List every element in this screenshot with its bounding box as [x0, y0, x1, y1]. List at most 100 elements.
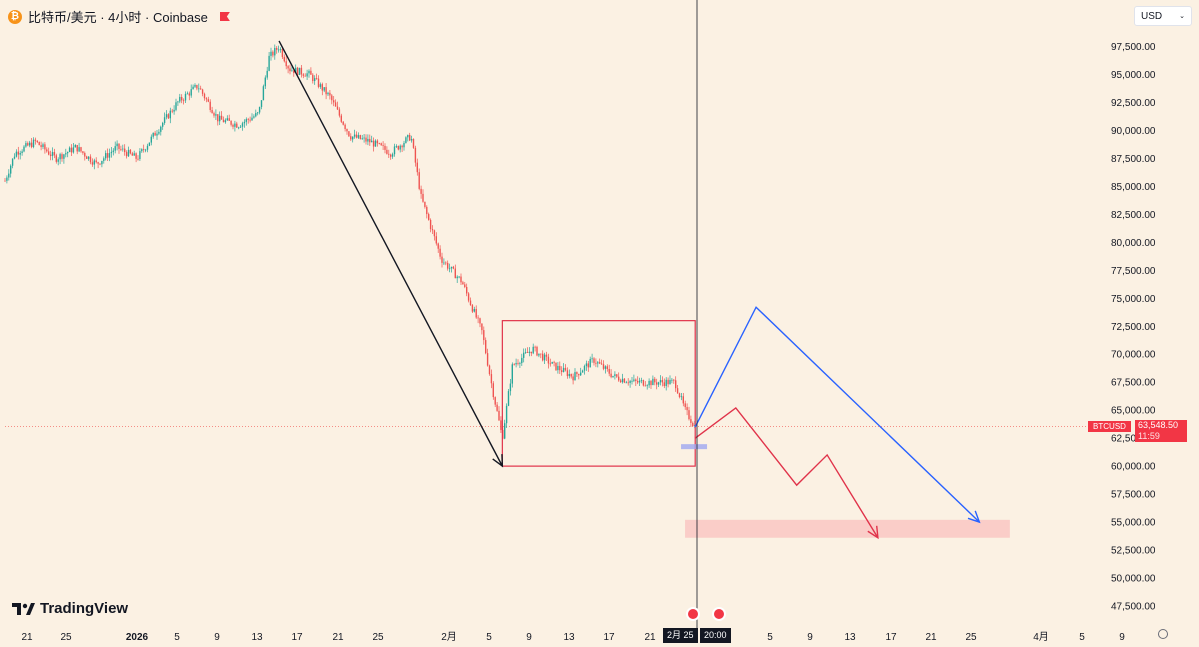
candle-body: [319, 84, 322, 87]
candle-body: [264, 77, 266, 87]
time-tick-label: 21: [332, 632, 344, 643]
time-tick-label: 5: [174, 632, 180, 643]
candle-body: [631, 380, 633, 382]
candle-body: [382, 145, 384, 147]
candle-body: [646, 385, 648, 387]
candle-body: [399, 145, 401, 150]
candle-body: [612, 375, 614, 378]
candle-body: [302, 74, 304, 76]
candle-body: [642, 380, 645, 386]
candle-body: [190, 89, 192, 96]
candle-body: [519, 363, 521, 364]
candle-body: [163, 117, 166, 123]
candle-body: [600, 363, 603, 365]
candle-body: [327, 92, 329, 95]
currency-value: USD: [1141, 10, 1163, 22]
candle-body: [55, 155, 57, 162]
candle-body: [405, 137, 407, 143]
candle-body: [173, 109, 175, 112]
candle-body: [638, 380, 641, 383]
candle-body: [479, 318, 481, 324]
candle-body: [194, 84, 196, 87]
candle-body: [433, 230, 436, 237]
brand-name: TradingView: [40, 600, 129, 617]
candle-body: [684, 403, 686, 408]
candle-body: [131, 153, 133, 156]
candle-body: [543, 354, 546, 361]
us-event-icon[interactable]: [712, 607, 726, 621]
candle-body: [260, 100, 263, 107]
candle-body: [637, 381, 639, 383]
candle-body: [587, 363, 589, 368]
candle-body: [530, 351, 532, 354]
candle-body: [410, 139, 413, 141]
candle-body: [97, 162, 99, 164]
candle-body: [141, 149, 143, 152]
candle-body: [397, 146, 399, 150]
candle-body: [137, 158, 139, 160]
y-tick-label: 80,000.00: [1111, 238, 1156, 249]
candle-body: [524, 352, 527, 353]
candle-body: [359, 135, 361, 139]
candle-body: [511, 364, 513, 384]
candle-body: [353, 134, 356, 137]
candle-body: [561, 370, 563, 373]
candle-body: [363, 137, 365, 139]
candle-body: [555, 362, 557, 371]
us-event-icon[interactable]: [686, 607, 700, 621]
candle-body: [547, 356, 550, 364]
candle-body: [323, 87, 325, 91]
candle-body: [105, 153, 107, 159]
symbol-title[interactable]: 比特币/美元 · 4小时 · Coinbase: [28, 10, 208, 25]
candle-body: [36, 140, 38, 142]
candle-body: [59, 154, 61, 160]
tradingview-logo[interactable]: TradingView: [12, 600, 128, 617]
candle-body: [464, 284, 466, 287]
candle-body: [192, 86, 194, 90]
candle-body: [439, 248, 441, 257]
candle-body: [220, 115, 223, 120]
candle-body: [222, 119, 225, 123]
candle-body: [505, 405, 508, 424]
candle-body: [67, 152, 69, 154]
candle-body: [72, 147, 75, 153]
candle-body: [177, 101, 179, 103]
candle-body: [509, 383, 512, 392]
bullish-scenario-arrow-head: [967, 510, 981, 524]
candle-body: [494, 397, 496, 405]
candle-body: [393, 146, 396, 155]
candle-body: [342, 121, 344, 125]
candle-body: [549, 363, 551, 365]
time-tick-label: 25: [965, 632, 977, 643]
candle-body: [390, 154, 392, 157]
candle-body: [120, 148, 122, 150]
candle-body: [409, 134, 411, 141]
candle-body: [471, 305, 474, 312]
candle-body: [38, 141, 40, 146]
flag-icon[interactable]: [219, 12, 230, 21]
candle-body: [127, 149, 130, 157]
candle-body: [8, 173, 10, 178]
candle-body: [46, 149, 48, 152]
y-tick-label: 67,500.00: [1111, 378, 1156, 389]
y-tick-label: 65,000.00: [1111, 406, 1156, 417]
candle-body: [350, 136, 352, 140]
candle-body: [228, 118, 230, 121]
y-tick-label: 47,500.00: [1111, 602, 1156, 613]
currency-select[interactable]: USD ⌄: [1134, 6, 1192, 26]
candle-body: [124, 148, 126, 153]
gear-icon[interactable]: [1158, 629, 1168, 639]
candle-body: [49, 154, 52, 156]
candle-body: [462, 282, 464, 285]
candle-body: [110, 151, 113, 154]
candle-body: [458, 276, 460, 278]
candle-body: [675, 380, 677, 389]
candle-body: [283, 57, 285, 62]
candle-body: [597, 362, 599, 364]
candle-body: [610, 373, 612, 378]
candle-body: [374, 140, 377, 147]
candle-body: [680, 396, 683, 398]
candle-body: [538, 353, 540, 356]
